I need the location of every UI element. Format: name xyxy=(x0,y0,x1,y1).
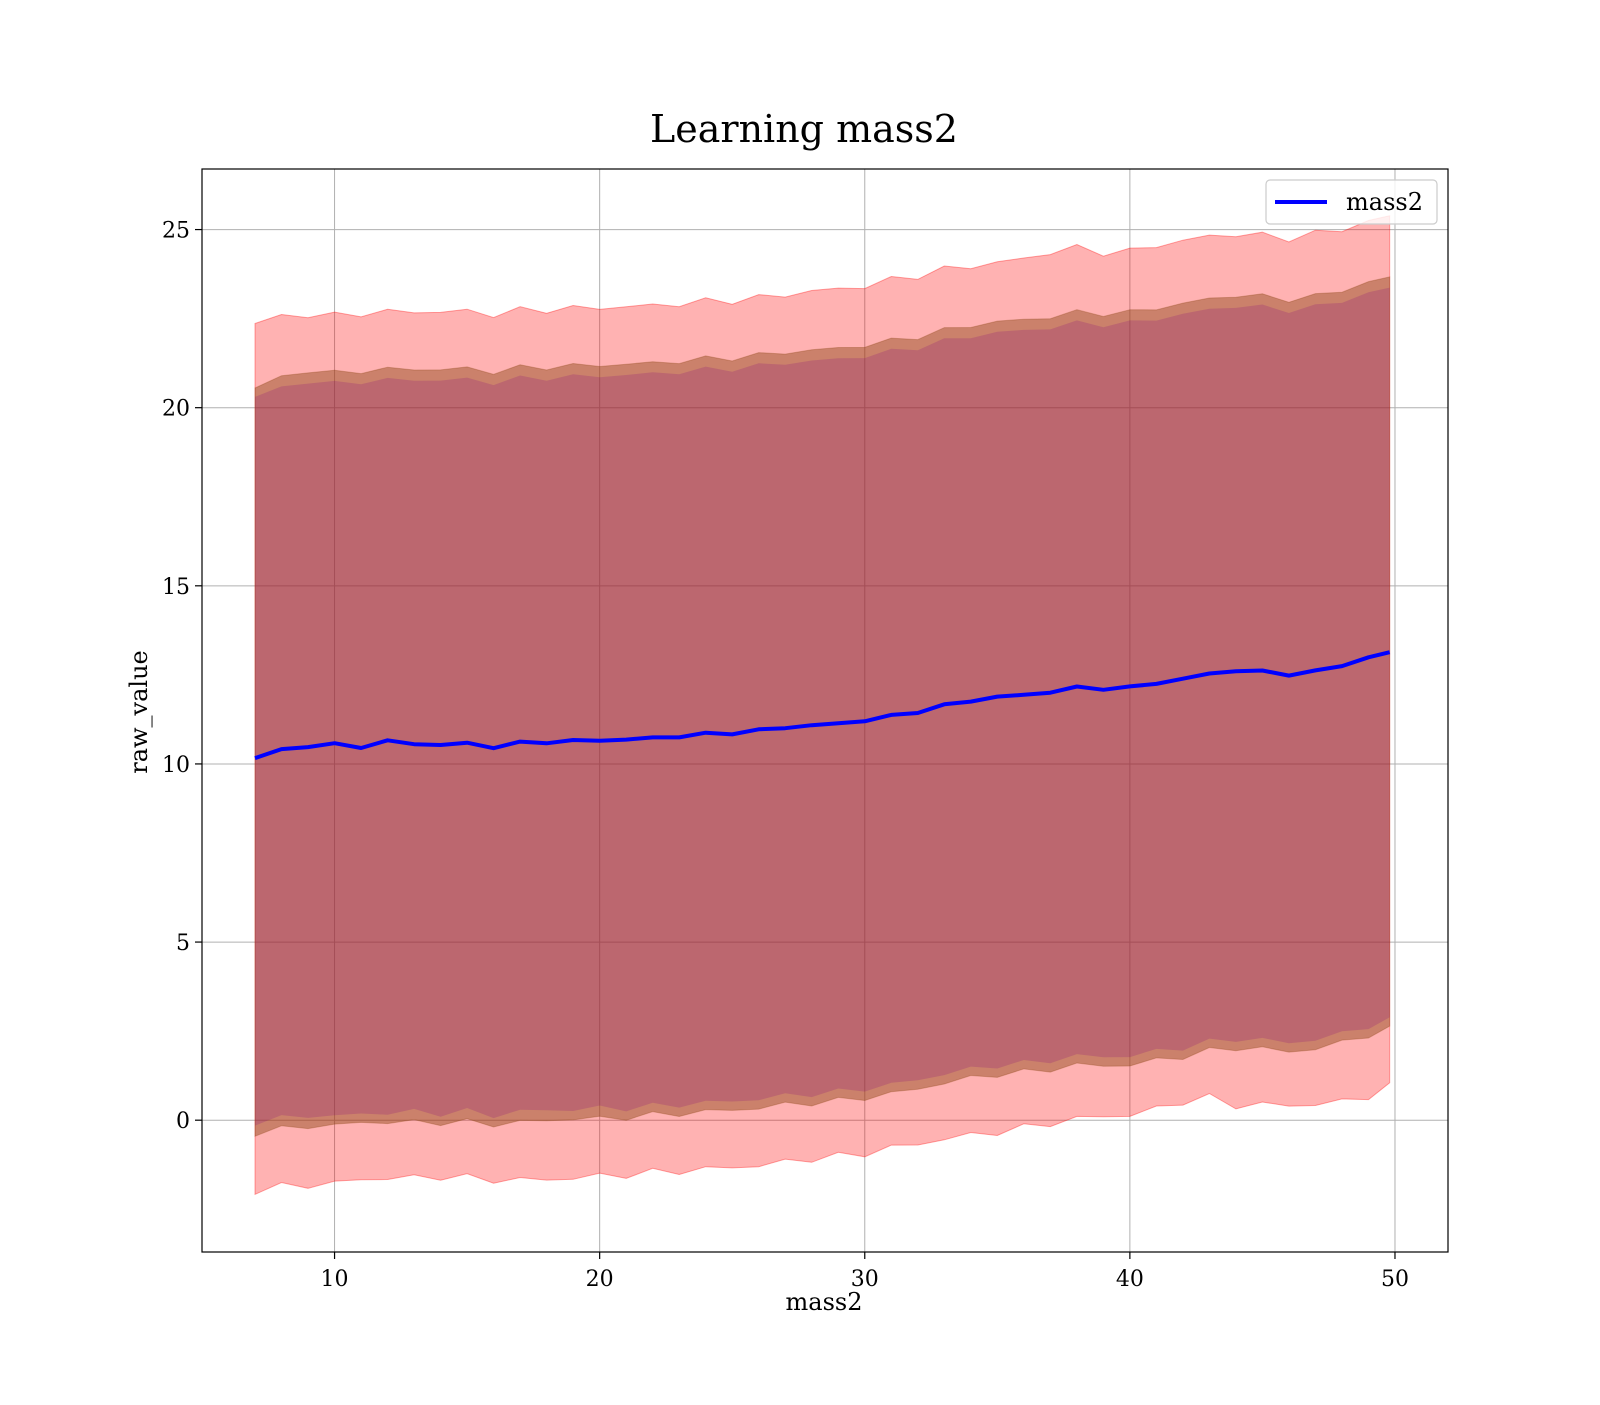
y-tick-label-5: 5 xyxy=(176,931,190,956)
confidence-band-outer xyxy=(254,215,1391,1196)
y-tick-label-15: 15 xyxy=(162,575,190,600)
x-tick-label-30: 30 xyxy=(851,1267,879,1292)
confidence-band-inner xyxy=(255,287,1390,1126)
legend-frame xyxy=(1265,179,1438,225)
y-tick-label-20: 20 xyxy=(162,397,190,422)
y-tick-label-0: 0 xyxy=(176,1109,190,1134)
y-tick-label-10: 10 xyxy=(162,753,190,778)
legend-label-mass2: mass2 xyxy=(1346,188,1423,216)
axes-frame xyxy=(201,168,1449,1253)
x-tick-label-40: 40 xyxy=(1116,1267,1144,1292)
x-tick-label-50: 50 xyxy=(1381,1267,1409,1292)
x-axis-label: mass2 xyxy=(786,1288,863,1316)
confidence-band-middle xyxy=(254,276,1391,1138)
chart-title: Learning mass2 xyxy=(650,107,958,151)
legend: mass2 xyxy=(1265,179,1438,225)
plot-area: 10 20 30 40 50 0 5 10 15 20 25 xyxy=(162,168,1449,1292)
series-line-mass2 xyxy=(254,650,1391,760)
y-tick-label-25: 25 xyxy=(162,219,190,244)
x-tick-label-20: 20 xyxy=(586,1267,614,1292)
y-axis-label: raw_value xyxy=(125,650,153,774)
x-tick-label-10: 10 xyxy=(321,1267,349,1292)
